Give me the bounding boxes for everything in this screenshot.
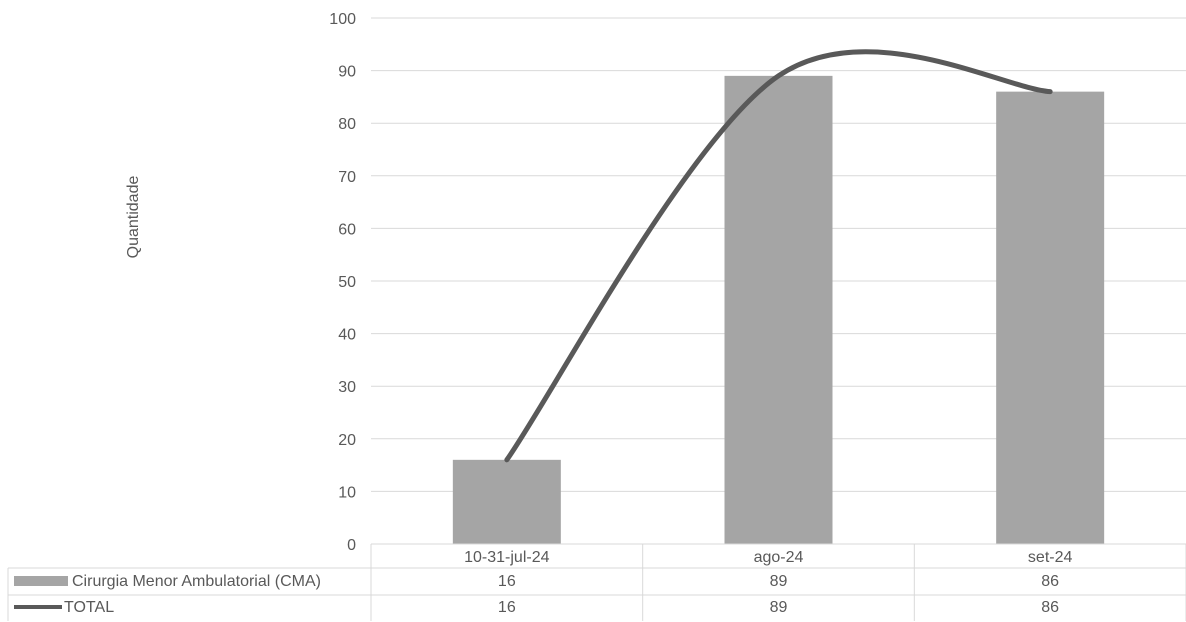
x-tick-label: 10-31-jul-24: [464, 549, 549, 566]
y-tick-label: 90: [338, 64, 356, 81]
data-table: 10-31-jul-24 ago-24 set-24 Cirurgia Menor A…: [7, 543, 1186, 621]
y-tick-label: 70: [338, 169, 356, 186]
y-tick-label: 80: [338, 116, 356, 133]
bar: [452, 459, 561, 544]
y-axis-label: Quantidade: [125, 176, 142, 259]
y-tick-label: 100: [329, 11, 356, 28]
legend-swatch: [14, 576, 68, 586]
data-label: 89: [770, 599, 788, 616]
y-tick-label: 20: [338, 432, 356, 449]
bar: [724, 75, 833, 545]
x-tick-label: set-24: [1028, 549, 1073, 566]
y-tick-label: 50: [338, 274, 356, 291]
data-label: 86: [1041, 573, 1059, 590]
y-tick-label: 40: [338, 327, 356, 344]
series-line-total: [504, 49, 1053, 463]
data-label: 89: [770, 573, 788, 590]
bars: [452, 75, 1105, 545]
y-tick-label: 60: [338, 221, 356, 238]
bar: [996, 91, 1105, 544]
legend-label: Cirurgia Menor Ambulatorial (CMA): [72, 573, 321, 590]
y-tick-label: 0: [347, 537, 356, 554]
legend-label: TOTAL: [64, 599, 114, 616]
data-label: 16: [498, 599, 516, 616]
x-tick-label: ago-24: [754, 549, 804, 566]
data-label: 16: [498, 573, 516, 590]
y-tick-label: 30: [338, 379, 356, 396]
y-tick-labels: 0 10 20 30 40 50 60 70 80 90 100: [329, 11, 356, 554]
y-tick-label: 10: [338, 484, 356, 501]
data-label: 86: [1041, 599, 1059, 616]
